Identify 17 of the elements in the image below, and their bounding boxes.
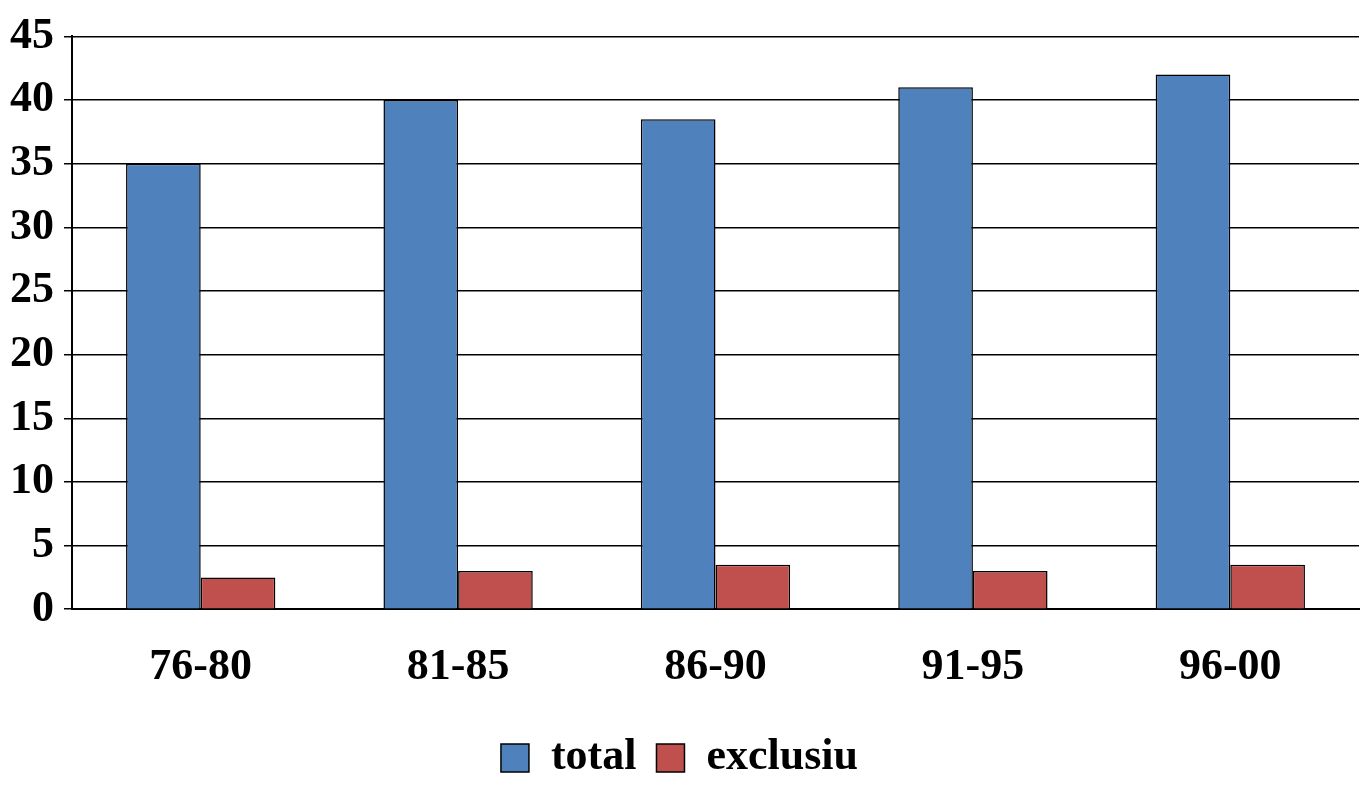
y-tick-label: 5 <box>32 517 54 567</box>
x-tick-label: 91-95 <box>921 639 1025 689</box>
y-tick-label: 40 <box>10 72 54 122</box>
x-tick-label: 96-00 <box>1178 639 1282 689</box>
y-tick-label: 10 <box>10 454 54 504</box>
y-tick-label: 35 <box>10 136 54 186</box>
y-tick-label: 25 <box>10 263 54 313</box>
legend-label: exclusiu <box>706 730 859 780</box>
x-tick-label: 86-90 <box>664 639 767 689</box>
y-tick-label: 20 <box>10 326 54 376</box>
y-tick-label: 15 <box>10 390 54 440</box>
legend-label: total <box>550 730 637 780</box>
y-tick-label: 45 <box>10 8 54 58</box>
y-tick-label: 30 <box>10 199 54 249</box>
x-tick-label: 81-85 <box>406 639 510 689</box>
y-tick-label: 0 <box>32 581 54 631</box>
x-tick-label: 76-80 <box>149 639 253 689</box>
